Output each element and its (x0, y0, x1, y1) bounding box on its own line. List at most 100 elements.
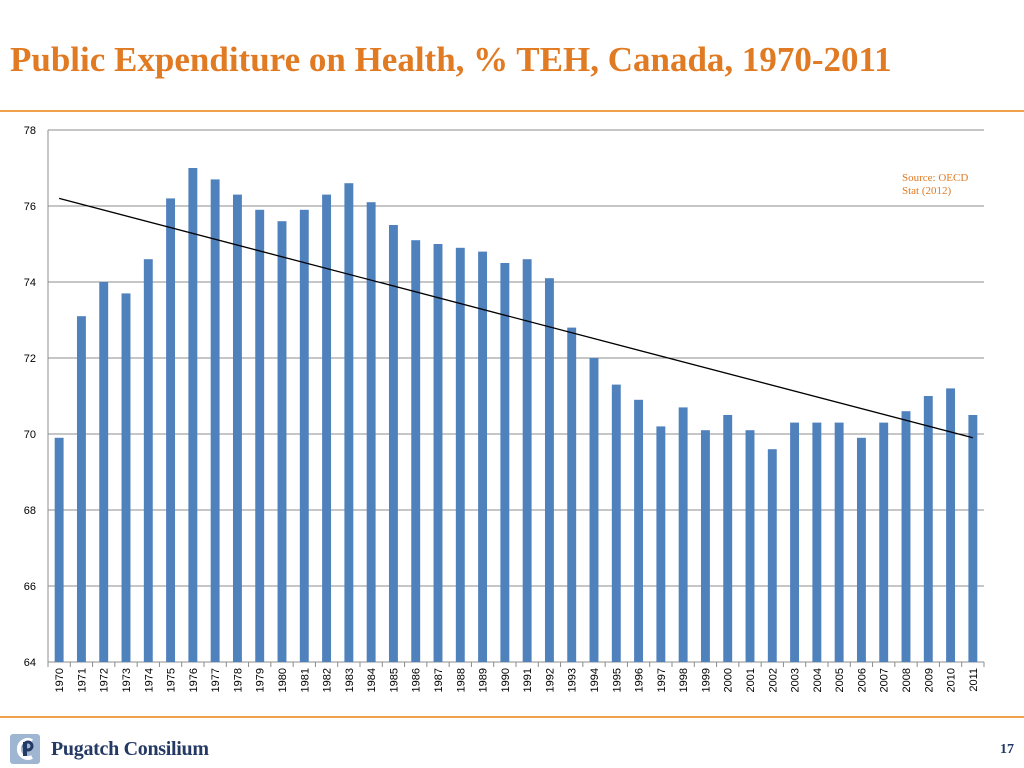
bar (522, 259, 532, 662)
x-tick-label: 1991 (522, 668, 534, 692)
bar (767, 449, 777, 662)
x-tick-label: 1982 (322, 668, 334, 692)
bar (946, 388, 956, 662)
bar (143, 259, 153, 662)
x-tick-label: 2009 (923, 668, 935, 692)
bar (366, 202, 376, 662)
x-tick-label: 1976 (188, 668, 200, 692)
x-tick-label: 1985 (388, 668, 400, 692)
y-tick-label: 76 (24, 201, 36, 213)
x-tick-label: 2005 (834, 668, 846, 692)
pc-logo-icon (10, 734, 40, 764)
y-tick-label: 78 (24, 125, 36, 137)
x-tick-label: 2000 (723, 668, 735, 692)
y-tick-label: 70 (24, 429, 36, 441)
bar (210, 179, 220, 662)
y-tick-label: 74 (24, 277, 36, 289)
bar (634, 399, 644, 662)
x-tick-label: 1989 (478, 668, 490, 692)
x-tick-label: 1987 (433, 668, 445, 692)
x-tick-label: 2006 (856, 668, 868, 692)
bar (166, 198, 176, 662)
bar (455, 247, 465, 663)
y-tick-label: 72 (24, 353, 36, 365)
x-tick-label: 1977 (210, 668, 222, 692)
bar (255, 209, 265, 663)
x-tick-label: 1988 (455, 668, 467, 692)
logo: Pugatch Consilium (8, 732, 209, 766)
title-divider (0, 110, 1024, 112)
source-note: Source: OECD Stat (2012) (902, 172, 969, 197)
x-tick-label: 1980 (277, 668, 289, 692)
logo-text: Pugatch Consilium (51, 737, 209, 760)
x-tick-label: 2001 (745, 668, 757, 692)
bar (723, 415, 733, 662)
x-tick-label: 1984 (366, 668, 378, 692)
bar (500, 263, 510, 662)
x-tick-label: 1997 (656, 668, 668, 692)
bar (656, 426, 666, 662)
bar (745, 430, 755, 662)
x-tick-label: 1995 (611, 668, 623, 692)
x-tick-label: 1996 (634, 668, 646, 692)
bar (812, 422, 822, 662)
bar (879, 422, 889, 662)
bar (411, 240, 421, 662)
bar (544, 278, 554, 662)
x-tick-label: 2007 (879, 668, 891, 692)
bar (99, 282, 109, 662)
x-tick-label: 2002 (767, 668, 779, 692)
x-tick-label: 1992 (544, 668, 556, 692)
page-number: 17 (1000, 742, 1014, 757)
bar (121, 293, 131, 662)
bar (232, 194, 242, 662)
x-tick-label: 2003 (790, 668, 802, 692)
bar (344, 183, 354, 662)
bar (834, 422, 844, 662)
bar (567, 327, 577, 662)
y-tick-label: 64 (24, 657, 36, 669)
x-tick-label: 2010 (946, 668, 958, 692)
x-tick-label: 1973 (121, 668, 133, 692)
bar (388, 225, 398, 662)
x-tick-label: 2008 (901, 668, 913, 692)
x-tick-label: 1972 (99, 668, 111, 692)
x-tick-label: 2004 (812, 668, 824, 692)
bar (54, 437, 64, 662)
bar (700, 430, 710, 662)
bar (589, 358, 599, 662)
x-tick-label: 2011 (968, 668, 980, 692)
x-tick-label: 1990 (500, 668, 512, 692)
x-tick-label: 1993 (567, 668, 579, 692)
x-tick-label: 1979 (255, 668, 267, 692)
bar (433, 244, 443, 662)
bar (76, 316, 86, 662)
bar (478, 251, 488, 662)
bar (678, 407, 688, 662)
x-tick-label: 1970 (54, 668, 66, 692)
x-tick-label: 1981 (299, 668, 311, 692)
bar (901, 411, 911, 662)
x-tick-label: 1986 (411, 668, 423, 692)
bar (856, 437, 866, 662)
bar (968, 415, 978, 662)
x-tick-label: 1975 (166, 668, 178, 692)
slide-title: Public Expenditure on Health, % TEH, Can… (10, 40, 892, 79)
y-tick-label: 66 (24, 581, 36, 593)
x-tick-label: 1974 (143, 668, 155, 692)
x-tick-label: 1983 (344, 668, 356, 692)
x-tick-label: 1978 (232, 668, 244, 692)
bar (299, 209, 309, 663)
footer-divider (0, 716, 1024, 718)
bar (322, 194, 332, 662)
bar (188, 168, 198, 662)
trendline (58, 197, 974, 439)
bar (611, 384, 621, 662)
x-tick-label: 1994 (589, 668, 601, 692)
x-tick-label: 1998 (678, 668, 690, 692)
bar (923, 396, 933, 662)
y-tick-label: 68 (24, 505, 36, 517)
x-tick-label: 1999 (700, 668, 712, 692)
bar (277, 221, 287, 662)
bar-chart: 64 66 68 70 72 74 76 78 1970 1971 1972 1973 1974 1975… (24, 125, 985, 692)
